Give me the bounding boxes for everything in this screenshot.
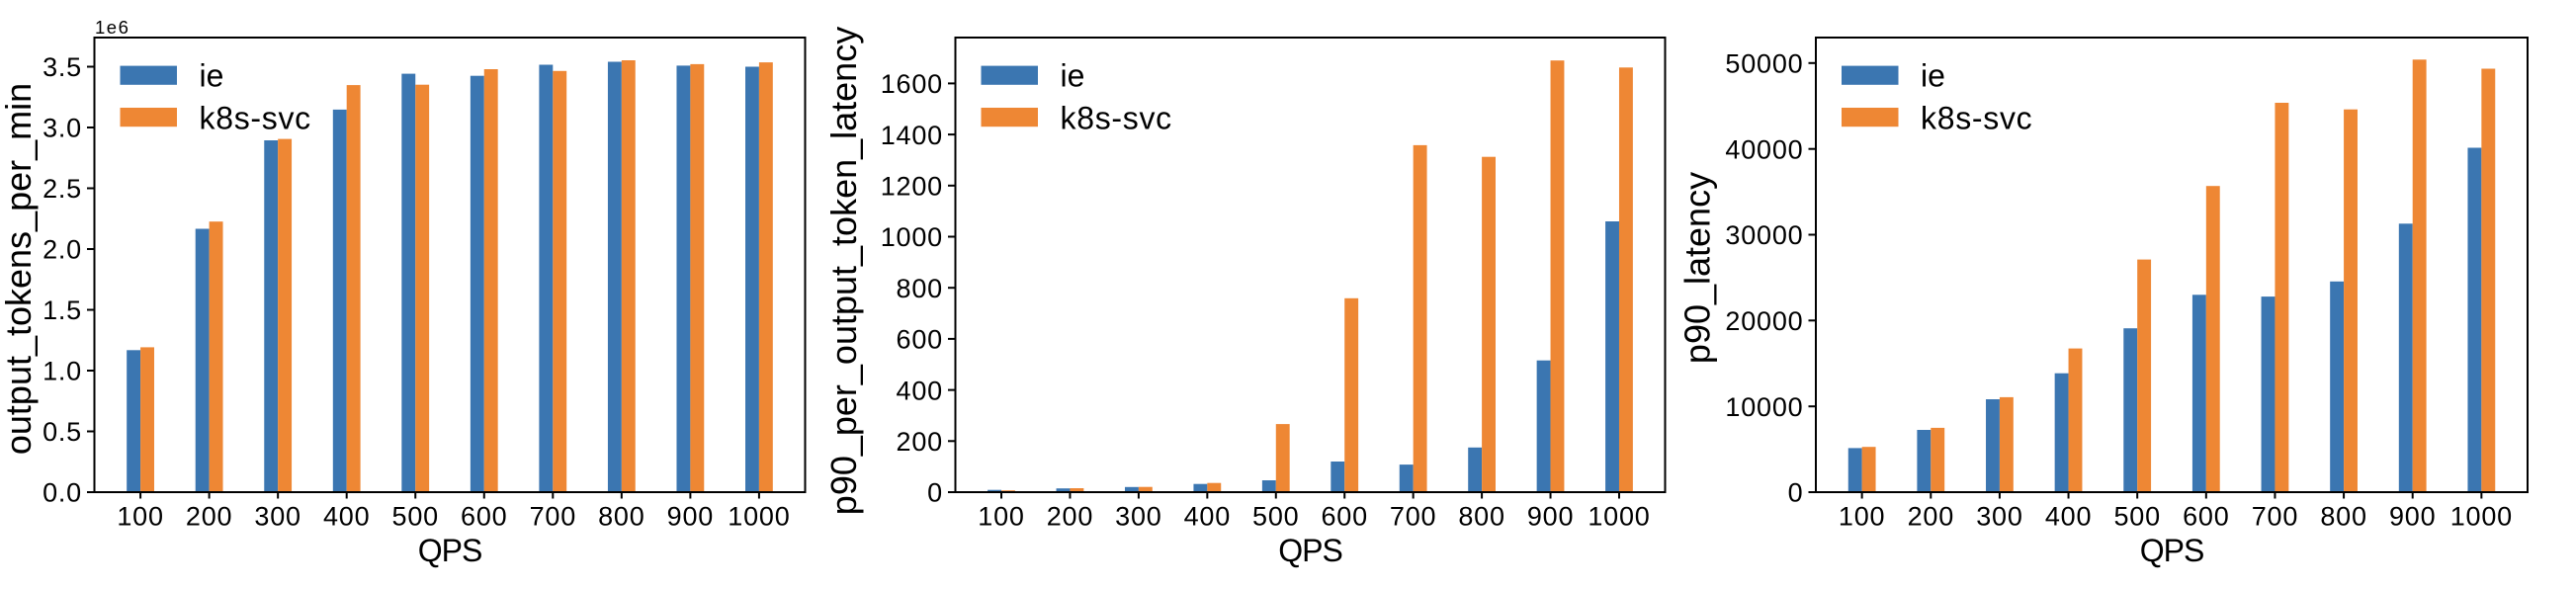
svg-text:1400: 1400 [881, 121, 943, 150]
svg-text:0: 0 [927, 478, 943, 508]
svg-text:800: 800 [897, 274, 943, 303]
svg-text:p90_latency: p90_latency [1677, 172, 1718, 364]
svg-text:300: 300 [254, 502, 301, 532]
svg-text:40000: 40000 [1725, 134, 1803, 164]
svg-text:600: 600 [1321, 502, 1367, 532]
svg-text:800: 800 [1458, 502, 1504, 532]
svg-text:output_tokens_per_min: output_tokens_per_min [0, 83, 39, 455]
svg-text:1000: 1000 [2450, 502, 2513, 532]
svg-text:0.5: 0.5 [43, 417, 82, 447]
svg-text:600: 600 [2183, 502, 2229, 532]
svg-text:900: 900 [2389, 502, 2436, 532]
svg-text:30000: 30000 [1725, 220, 1803, 250]
svg-text:200: 200 [1047, 502, 1093, 532]
svg-text:600: 600 [897, 325, 943, 355]
svg-text:300: 300 [1976, 502, 2022, 532]
svg-text:ie: ie [1921, 58, 1945, 94]
svg-text:100: 100 [978, 502, 1024, 532]
svg-text:800: 800 [598, 502, 644, 532]
svg-text:k8s-svc: k8s-svc [200, 100, 311, 135]
svg-text:k8s-svc: k8s-svc [1921, 100, 2032, 135]
svg-text:1000: 1000 [728, 502, 790, 532]
svg-text:100: 100 [1839, 502, 1885, 532]
svg-text:500: 500 [392, 502, 439, 532]
svg-text:700: 700 [1390, 502, 1436, 532]
svg-text:0: 0 [1788, 478, 1804, 508]
svg-text:1.5: 1.5 [43, 295, 82, 325]
svg-text:1200: 1200 [881, 172, 943, 202]
svg-text:ie: ie [1061, 58, 1085, 94]
svg-text:2.5: 2.5 [43, 174, 82, 204]
svg-text:QPS: QPS [2140, 533, 2204, 568]
svg-text:2.0: 2.0 [43, 235, 82, 265]
svg-text:600: 600 [461, 502, 507, 532]
svg-text:400: 400 [323, 502, 370, 532]
svg-text:1600: 1600 [881, 69, 943, 99]
svg-text:1000: 1000 [881, 222, 943, 252]
svg-text:200: 200 [897, 427, 943, 457]
svg-text:900: 900 [667, 502, 714, 532]
svg-text:1e6: 1e6 [95, 17, 129, 38]
svg-text:50000: 50000 [1725, 49, 1803, 79]
svg-text:ie: ie [200, 58, 224, 94]
svg-text:20000: 20000 [1725, 306, 1803, 336]
svg-text:3.0: 3.0 [43, 114, 82, 143]
svg-text:700: 700 [2252, 502, 2298, 532]
svg-text:300: 300 [1115, 502, 1161, 532]
svg-text:700: 700 [530, 502, 576, 532]
svg-text:10000: 10000 [1725, 392, 1803, 422]
svg-text:100: 100 [117, 502, 163, 532]
svg-text:200: 200 [186, 502, 232, 532]
svg-text:200: 200 [1908, 502, 1954, 532]
svg-text:500: 500 [2113, 502, 2160, 532]
svg-text:p90_per_output_token_latency: p90_per_output_token_latency [823, 27, 864, 515]
svg-text:400: 400 [2045, 502, 2092, 532]
svg-text:500: 500 [1252, 502, 1299, 532]
svg-text:400: 400 [897, 376, 943, 405]
svg-text:3.5: 3.5 [43, 52, 82, 82]
svg-text:1.0: 1.0 [43, 357, 82, 386]
svg-text:1000: 1000 [1588, 502, 1650, 532]
svg-text:QPS: QPS [1278, 533, 1342, 568]
svg-text:k8s-svc: k8s-svc [1061, 100, 1172, 135]
svg-text:0.0: 0.0 [43, 478, 82, 508]
svg-text:900: 900 [1527, 502, 1574, 532]
svg-text:800: 800 [2320, 502, 2366, 532]
svg-text:400: 400 [1184, 502, 1231, 532]
svg-text:QPS: QPS [418, 533, 482, 568]
